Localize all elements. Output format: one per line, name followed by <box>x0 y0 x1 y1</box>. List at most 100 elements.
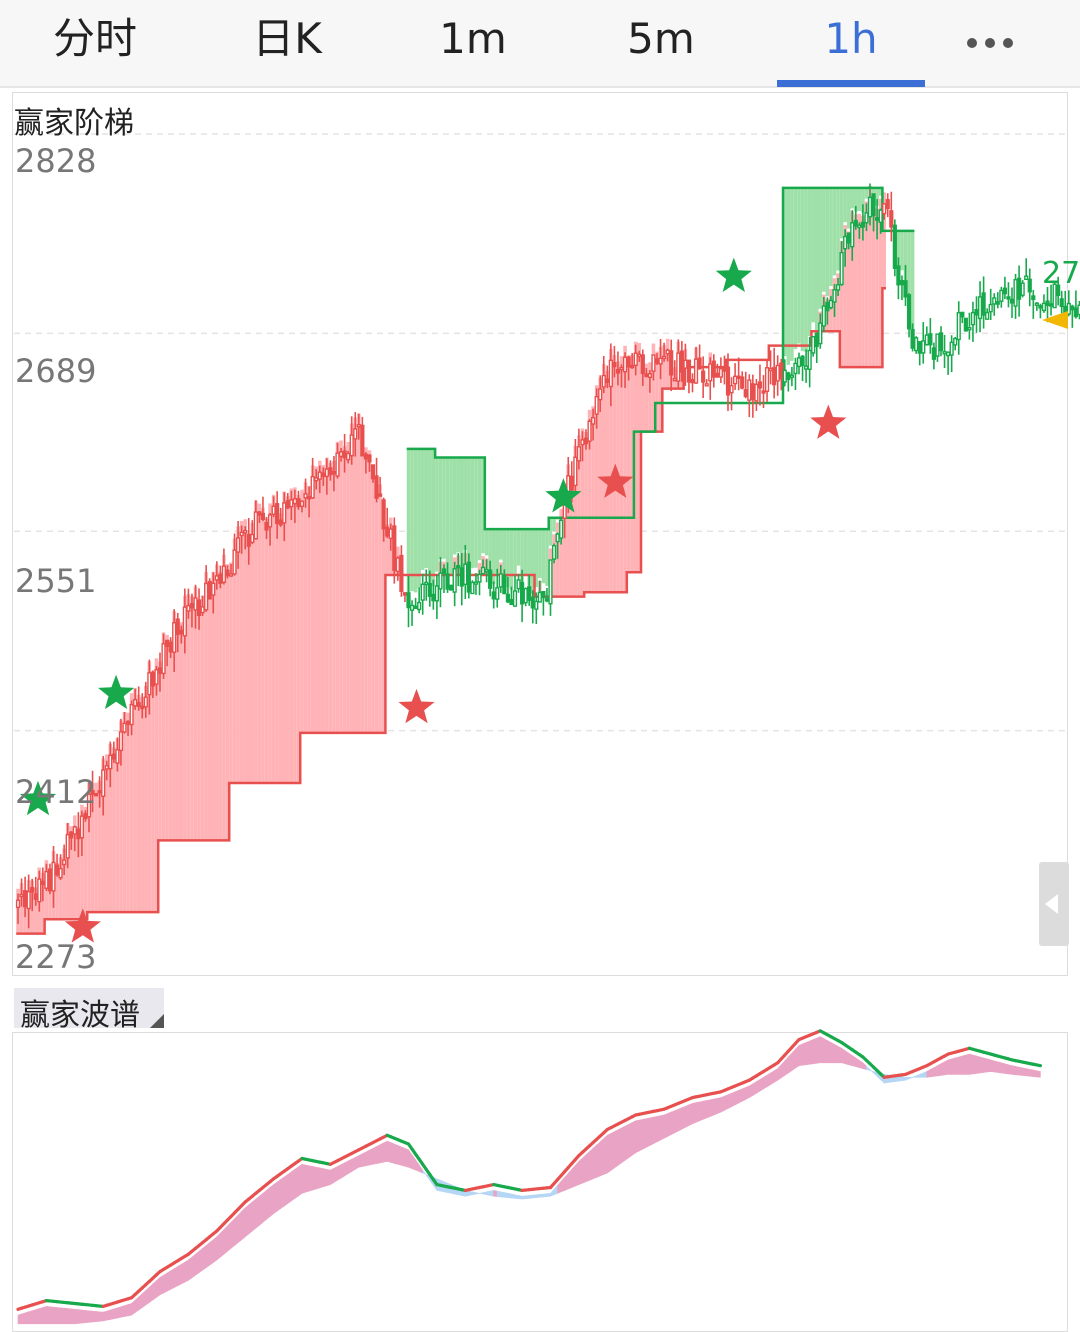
oscillator-band-segment <box>203 1246 207 1271</box>
oscillator-band-segment <box>39 1307 43 1323</box>
oscillator-band-segment <box>164 1273 168 1293</box>
ladder-up-bar <box>247 535 251 783</box>
oscillator-band-segment <box>142 1290 146 1307</box>
ladder-up-bar <box>318 461 322 733</box>
oscillator-band-segment <box>668 1112 672 1136</box>
ladder-up-bar <box>666 339 670 389</box>
candle-body <box>201 607 204 613</box>
ladder-up-bar <box>307 486 311 733</box>
oscillator-band-segment <box>920 1073 924 1077</box>
oscillator-band-segment <box>650 1117 654 1145</box>
ladder-down-bar <box>790 188 794 361</box>
ladder-down-bar <box>911 231 915 334</box>
oscillator-band-segment <box>1033 1070 1037 1077</box>
candle-body <box>428 583 431 596</box>
oscillator-band-segment <box>728 1093 732 1108</box>
oscillator-band-segment <box>810 1040 814 1065</box>
oscillator-band-segment <box>366 1150 370 1166</box>
candle-body <box>404 593 407 595</box>
oscillator-band-segment <box>941 1062 945 1076</box>
oscillator-band-segment <box>817 1037 821 1064</box>
oscillator-band-segment <box>898 1076 902 1081</box>
candle-body <box>702 371 705 382</box>
oscillator-band-segment <box>795 1045 799 1068</box>
candle-body <box>372 465 375 479</box>
oscillator-band-segment <box>707 1100 711 1118</box>
candle-body <box>294 499 297 504</box>
oscillator-band-segment <box>558 1181 562 1193</box>
oscillator-band-segment <box>916 1074 920 1077</box>
ladder-up-bar <box>215 564 219 840</box>
oscillator-band-segment <box>554 1185 558 1194</box>
oscillator-band-segment <box>284 1174 288 1206</box>
oscillator-band-segment <box>132 1300 136 1315</box>
oscillator-band-segment <box>930 1068 934 1077</box>
candle-body <box>950 342 953 355</box>
ladder-down-bar <box>513 529 517 576</box>
candle-body <box>837 285 840 290</box>
candle-body <box>389 529 392 538</box>
candle-body <box>20 895 23 897</box>
candle-body <box>641 355 644 373</box>
oscillator-band-segment <box>1037 1071 1041 1078</box>
candle-body <box>169 643 172 652</box>
oscillator-band-segment <box>639 1119 643 1151</box>
oscillator-band-segment <box>146 1287 150 1305</box>
oscillator-band-segment <box>522 1196 526 1199</box>
candle-body <box>606 379 609 382</box>
candle-body <box>357 425 360 427</box>
candle-body <box>631 366 634 368</box>
buy-star-icon <box>716 258 752 292</box>
oscillator-band-segment <box>565 1173 569 1190</box>
candle-body <box>791 375 794 377</box>
candle-body <box>897 266 900 285</box>
oscillator-band-segment <box>128 1304 132 1316</box>
oscillator-band-segment <box>756 1079 760 1093</box>
oscillator-band-segment <box>401 1147 405 1166</box>
oscillator-band-segment <box>497 1191 501 1197</box>
oscillator-band-segment <box>927 1070 931 1078</box>
oscillator-band-segment <box>966 1054 970 1074</box>
oscillator-band-segment <box>242 1208 246 1240</box>
ladder-up-bar <box>854 214 858 367</box>
ladder-up-bar <box>187 594 191 840</box>
oscillator-band-segment <box>330 1168 334 1184</box>
candle-body <box>1021 283 1024 295</box>
oscillator-band-segment <box>22 1313 26 1324</box>
ladder-down-bar <box>446 457 450 574</box>
ladder-up-bar <box>378 484 382 732</box>
candle-body <box>585 438 588 443</box>
candle-body <box>496 588 499 599</box>
ladder-up-bar <box>258 504 262 783</box>
oscillator-band-segment <box>902 1077 906 1081</box>
candle-body <box>59 869 62 878</box>
oscillator-band-segment <box>501 1192 505 1197</box>
oscillator-band-segment <box>671 1111 675 1135</box>
oscillator-band-segment <box>25 1312 29 1324</box>
candle-body <box>1011 299 1014 302</box>
candle-body <box>865 213 868 223</box>
oscillator-band-segment <box>625 1124 629 1160</box>
ladder-up-bar <box>126 713 130 912</box>
oscillator-band-segment <box>277 1180 281 1212</box>
oscillator-band-segment <box>64 1308 68 1324</box>
oscillator-band-segment <box>820 1037 824 1063</box>
candle-body <box>329 468 332 475</box>
oscillator-band-segment <box>384 1141 388 1162</box>
candle-body <box>350 435 353 456</box>
ladder-down-bar <box>407 449 411 593</box>
candle-body <box>450 585 453 590</box>
ladder-up-bar <box>357 413 361 733</box>
oscillator-band-segment <box>295 1167 299 1199</box>
candle-body <box>709 364 712 381</box>
candle-body <box>191 604 194 608</box>
ladder-up-bar <box>140 697 144 912</box>
oscillator-band-segment <box>937 1064 941 1076</box>
oscillator-band-segment <box>934 1066 938 1077</box>
ladder-down-bar <box>804 188 808 352</box>
oscillator-band-segment <box>803 1043 807 1066</box>
oscillator-band-segment <box>89 1311 93 1323</box>
oscillator-band-segment <box>387 1141 391 1162</box>
candle-body <box>918 342 921 353</box>
collapse-panel-handle[interactable] <box>1039 862 1069 946</box>
